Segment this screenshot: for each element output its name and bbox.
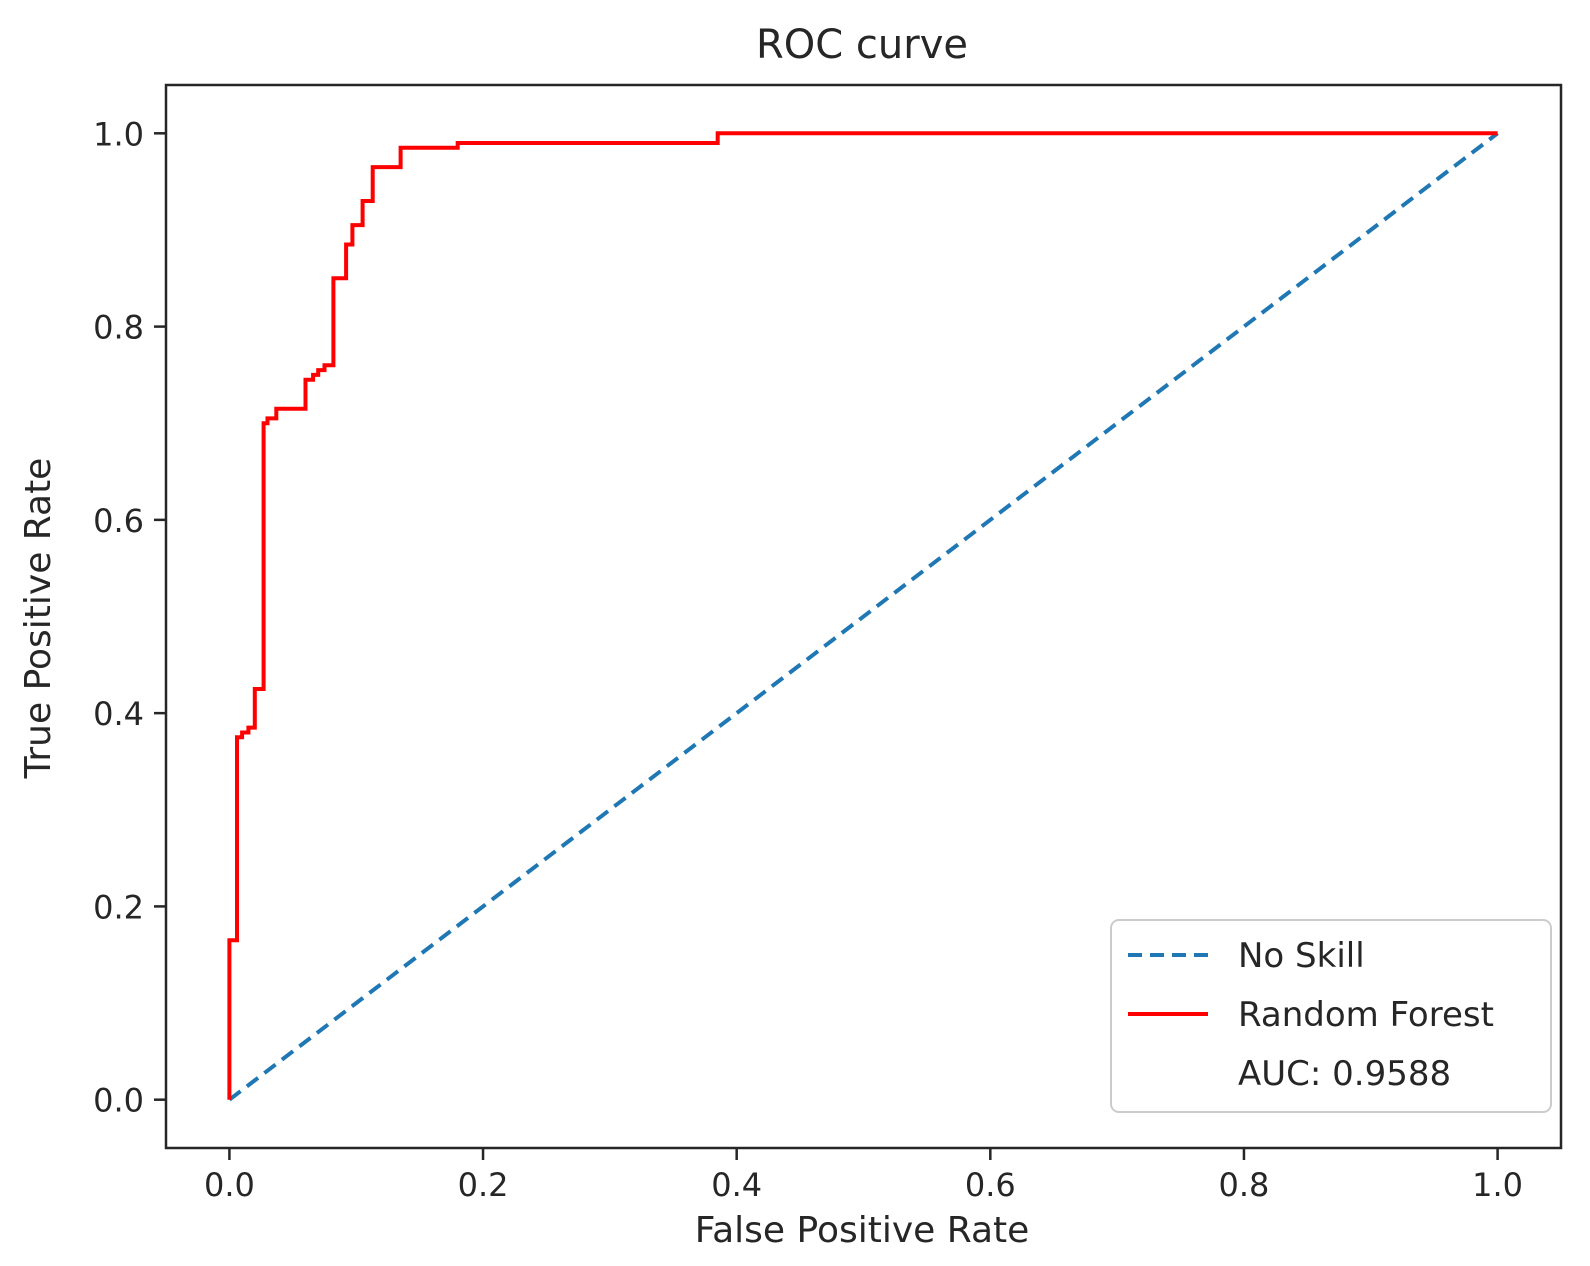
y-tick-label: 0.8: [93, 309, 144, 347]
legend-label-no-skill: No Skill: [1238, 936, 1365, 976]
x-tick-label: 0.0: [204, 1166, 255, 1204]
y-tick-label: 0.6: [93, 502, 144, 540]
y-axis-label: True Positive Rate: [18, 458, 59, 780]
chart-title: ROC curve: [756, 22, 968, 68]
series-line-no-skill: [228, 131, 1499, 1102]
y-tick-label: 0.2: [93, 888, 144, 926]
y-tick-label: 1.0: [93, 115, 144, 153]
x-tick-label: 0.4: [711, 1166, 762, 1204]
plot-area: [164, 83, 1563, 1150]
auc-annotation: AUC: 0.9588: [1238, 1054, 1451, 1094]
axes-frame: [164, 83, 1563, 1150]
x-tick-label: 0.2: [458, 1166, 509, 1204]
y-tick-label: 0.0: [93, 1082, 144, 1120]
series-line-random-forest: [227, 131, 1498, 1100]
y-tick-label: 0.4: [93, 695, 144, 733]
legend-label-random-forest: Random Forest: [1238, 995, 1494, 1035]
legend: No Skill Random Forest AUC: 0.9588: [1110, 919, 1552, 1113]
x-axis-label: False Positive Rate: [695, 1210, 1030, 1251]
x-tick-label: 1.0: [1472, 1166, 1523, 1204]
x-tick-label: 0.6: [965, 1166, 1016, 1204]
legend-frame: [1110, 919, 1552, 1113]
x-tick-label: 0.8: [1219, 1166, 1270, 1204]
x-axis: 0.0 0.2 0.4 0.6 0.8 1.0: [204, 1148, 1523, 1204]
y-axis: 0.0 0.2 0.4 0.6 0.8 1.0: [93, 115, 166, 1120]
